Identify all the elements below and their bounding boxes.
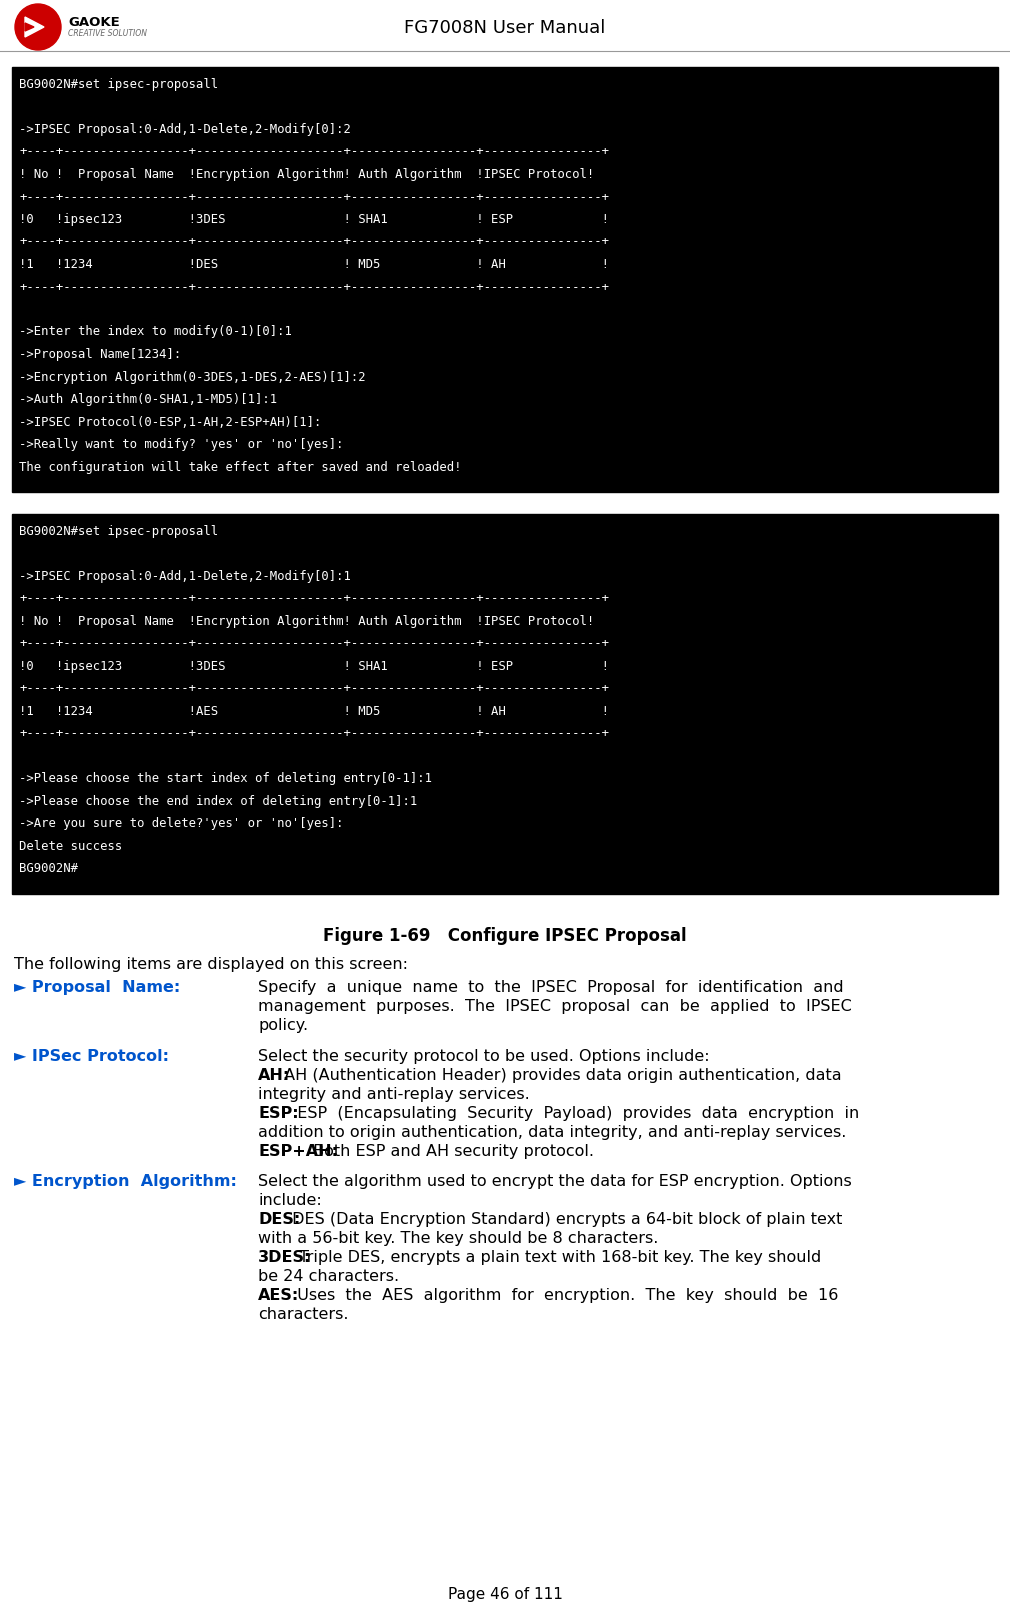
Text: +----+-----------------+--------------------+-----------------+----------------+: +----+-----------------+----------------… (19, 191, 609, 204)
Text: AES:: AES: (258, 1287, 299, 1303)
Text: !0   !ipsec123         !3DES                ! SHA1            ! ESP            !: !0 !ipsec123 !3DES ! SHA1 ! ESP ! (19, 660, 609, 672)
Text: be 24 characters.: be 24 characters. (258, 1268, 399, 1284)
Text: BG9002N#: BG9002N# (19, 862, 78, 875)
Text: integrity and anti-replay services.: integrity and anti-replay services. (258, 1087, 530, 1101)
Text: FG7008N User Manual: FG7008N User Manual (404, 19, 606, 37)
Text: policy.: policy. (258, 1018, 308, 1032)
Text: DES (Data Encryption Standard) encrypts a 64-bit block of plain text: DES (Data Encryption Standard) encrypts … (287, 1212, 842, 1226)
Text: ! No !  Proposal Name  !Encryption Algorithm! Auth Algorithm  !IPSEC Protocol!: ! No ! Proposal Name !Encryption Algorit… (19, 169, 594, 181)
Text: +----+-----------------+--------------------+-----------------+----------------+: +----+-----------------+----------------… (19, 637, 609, 650)
Text: DES:: DES: (258, 1212, 300, 1226)
Text: ► Encryption  Algorithm:: ► Encryption Algorithm: (14, 1173, 237, 1189)
Text: Select the security protocol to be used. Options include:: Select the security protocol to be used.… (258, 1048, 710, 1063)
Text: ->Proposal Name[1234]:: ->Proposal Name[1234]: (19, 348, 181, 361)
Text: ! No !  Proposal Name  !Encryption Algorithm! Auth Algorithm  !IPSEC Protocol!: ! No ! Proposal Name !Encryption Algorit… (19, 615, 594, 628)
Text: ->Please choose the start index of deleting entry[0-1]:1: ->Please choose the start index of delet… (19, 772, 432, 785)
Text: include:: include: (258, 1193, 322, 1207)
Text: AH:: AH: (258, 1067, 290, 1082)
Text: Delete success: Delete success (19, 839, 122, 852)
Text: Triple DES, encrypts a plain text with 168-bit key. The key should: Triple DES, encrypts a plain text with 1… (294, 1250, 821, 1265)
Text: ESP  (Encapsulating  Security  Payload)  provides  data  encryption  in: ESP (Encapsulating Security Payload) pro… (287, 1104, 858, 1120)
Text: Uses  the  AES  algorithm  for  encryption.  The  key  should  be  16: Uses the AES algorithm for encryption. T… (287, 1287, 838, 1303)
Polygon shape (25, 24, 34, 32)
Text: The following items are displayed on this screen:: The following items are displayed on thi… (14, 957, 408, 971)
Text: management  purposes.  The  IPSEC  proposal  can  be  applied  to  IPSEC: management purposes. The IPSEC proposal … (258, 998, 851, 1013)
Bar (12, 515, 998, 894)
Text: +----+-----------------+--------------------+-----------------+----------------+: +----+-----------------+----------------… (19, 682, 609, 695)
Text: !1   !1234             !AES                 ! MD5             ! AH             !: !1 !1234 !AES ! MD5 ! AH ! (19, 705, 609, 717)
Circle shape (15, 5, 61, 51)
Text: Page 46 of 111: Page 46 of 111 (447, 1586, 563, 1602)
Text: CREATIVE SOLUTION: CREATIVE SOLUTION (68, 29, 147, 39)
Text: 3DES:: 3DES: (258, 1250, 311, 1265)
Text: ->IPSEC Protocol(0-ESP,1-AH,2-ESP+AH)[1]:: ->IPSEC Protocol(0-ESP,1-AH,2-ESP+AH)[1]… (19, 416, 321, 429)
Text: with a 56-bit key. The key should be 8 characters.: with a 56-bit key. The key should be 8 c… (258, 1231, 659, 1245)
Text: +----+-----------------+--------------------+-----------------+----------------+: +----+-----------------+----------------… (19, 592, 609, 605)
Text: Figure 1-69   Configure IPSEC Proposal: Figure 1-69 Configure IPSEC Proposal (323, 926, 687, 944)
Bar (12, 67, 998, 493)
Text: !1   !1234             !DES                 ! MD5             ! AH             !: !1 !1234 !DES ! MD5 ! AH ! (19, 258, 609, 271)
Text: AH (Authentication Header) provides data origin authentication, data: AH (Authentication Header) provides data… (280, 1067, 842, 1082)
Text: Both ESP and AH security protocol.: Both ESP and AH security protocol. (308, 1143, 594, 1157)
Text: Select the algorithm used to encrypt the data for ESP encryption. Options: Select the algorithm used to encrypt the… (258, 1173, 851, 1189)
Text: ->Are you sure to delete?'yes' or 'no'[yes]:: ->Are you sure to delete?'yes' or 'no'[y… (19, 817, 343, 830)
Text: ->Auth Algorithm(0-SHA1,1-MD5)[1]:1: ->Auth Algorithm(0-SHA1,1-MD5)[1]:1 (19, 393, 277, 406)
Text: ► IPSec Protocol:: ► IPSec Protocol: (14, 1048, 169, 1063)
Text: ->Encryption Algorithm(0-3DES,1-DES,2-AES)[1]:2: ->Encryption Algorithm(0-3DES,1-DES,2-AE… (19, 371, 366, 384)
Text: ->IPSEC Proposal:0-Add,1-Delete,2-Modify[0]:1: ->IPSEC Proposal:0-Add,1-Delete,2-Modify… (19, 570, 350, 583)
Text: addition to origin authentication, data integrity, and anti-replay services.: addition to origin authentication, data … (258, 1124, 846, 1140)
Text: ► Proposal  Name:: ► Proposal Name: (14, 979, 180, 995)
Text: BG9002N#set ipsec-proposall: BG9002N#set ipsec-proposall (19, 525, 218, 538)
Text: ->Really want to modify? 'yes' or 'no'[yes]:: ->Really want to modify? 'yes' or 'no'[y… (19, 438, 343, 451)
Text: +----+-----------------+--------------------+-----------------+----------------+: +----+-----------------+----------------… (19, 281, 609, 294)
Text: GAOKE: GAOKE (68, 16, 120, 29)
Text: !0   !ipsec123         !3DES                ! SHA1            ! ESP            !: !0 !ipsec123 !3DES ! SHA1 ! ESP ! (19, 213, 609, 226)
Text: BG9002N#set ipsec-proposall: BG9002N#set ipsec-proposall (19, 79, 218, 91)
Text: ESP+AH:: ESP+AH: (258, 1143, 338, 1157)
Text: characters.: characters. (258, 1306, 348, 1321)
Text: ->Please choose the end index of deleting entry[0-1]:1: ->Please choose the end index of deletin… (19, 794, 417, 807)
Text: ->IPSEC Proposal:0-Add,1-Delete,2-Modify[0]:2: ->IPSEC Proposal:0-Add,1-Delete,2-Modify… (19, 124, 350, 136)
Text: ESP:: ESP: (258, 1104, 299, 1120)
Text: Specify  a  unique  name  to  the  IPSEC  Proposal  for  identification  and: Specify a unique name to the IPSEC Propo… (258, 979, 843, 995)
Polygon shape (25, 18, 44, 39)
Text: ->Enter the index to modify(0-1)[0]:1: ->Enter the index to modify(0-1)[0]:1 (19, 326, 292, 339)
Text: +----+-----------------+--------------------+-----------------+----------------+: +----+-----------------+----------------… (19, 236, 609, 249)
Text: +----+-----------------+--------------------+-----------------+----------------+: +----+-----------------+----------------… (19, 727, 609, 740)
Text: The configuration will take effect after saved and reloaded!: The configuration will take effect after… (19, 461, 462, 473)
Text: +----+-----------------+--------------------+-----------------+----------------+: +----+-----------------+----------------… (19, 146, 609, 159)
